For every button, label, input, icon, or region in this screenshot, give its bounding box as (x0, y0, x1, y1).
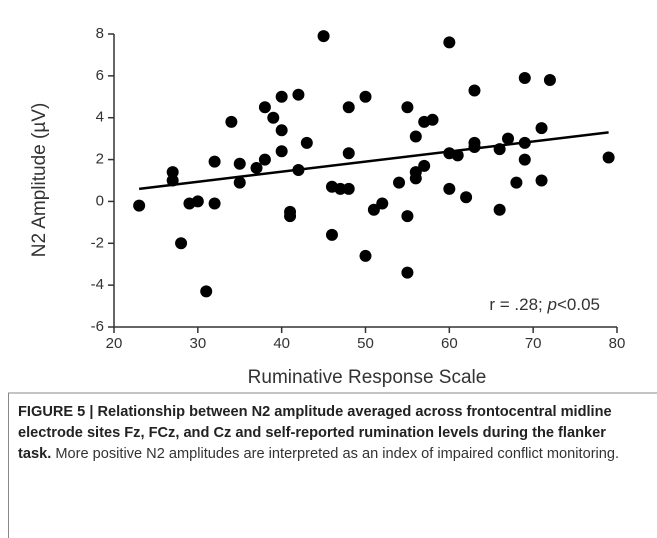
point (175, 237, 188, 250)
x-tick-label: 70 (525, 335, 542, 352)
point (535, 122, 548, 135)
caption-text: More positive N2 amplitudes are interpre… (55, 446, 620, 462)
x-tick-label: 20 (106, 335, 123, 352)
annotation: r = .28; p<0.05 (489, 295, 600, 314)
point (518, 153, 531, 166)
point (208, 197, 221, 210)
point (342, 147, 355, 160)
point (367, 203, 380, 216)
point (418, 159, 431, 172)
x-tick-label: 60 (441, 335, 458, 352)
annotation-text: <0.05 (557, 295, 600, 314)
trend-line (139, 131, 609, 191)
point (133, 199, 146, 212)
point (502, 132, 515, 145)
point (426, 113, 439, 126)
annotation-italic: p (547, 295, 557, 314)
point (409, 172, 422, 185)
point (200, 285, 213, 298)
point (275, 124, 288, 137)
point (275, 90, 288, 103)
point (342, 101, 355, 114)
point (543, 74, 556, 87)
point (602, 151, 615, 164)
point (250, 161, 263, 174)
y-tick-label: 6 (96, 67, 104, 84)
y-axis-label: N2 Amplitude (µV) (29, 103, 50, 258)
point (208, 155, 221, 168)
point (300, 136, 313, 149)
point (409, 130, 422, 143)
point (443, 182, 456, 195)
point (401, 266, 414, 279)
point (393, 176, 406, 189)
y-tick-label: -2 (91, 234, 104, 251)
x-tick-label: 40 (273, 335, 290, 352)
point (191, 195, 204, 208)
point (334, 182, 347, 195)
point (317, 30, 330, 43)
point (443, 36, 456, 49)
point (233, 176, 246, 189)
point (468, 84, 481, 97)
point (275, 145, 288, 158)
point (166, 166, 179, 179)
y-tick-label: 0 (96, 192, 104, 209)
y-tick-label: 2 (96, 151, 104, 168)
point (460, 191, 473, 204)
x-axis-label: Ruminative Response Scale (248, 367, 487, 388)
x-tick-label: 50 (357, 335, 374, 352)
point (292, 88, 305, 101)
annotation-text: r = .28; (489, 295, 547, 314)
point (493, 203, 506, 216)
frame (8, 393, 9, 538)
point (233, 157, 246, 170)
x-tick-label: 30 (189, 335, 206, 352)
point (535, 174, 548, 187)
point (510, 176, 523, 189)
point (284, 210, 297, 223)
y-tick-label: -6 (91, 318, 104, 335)
point (258, 153, 271, 166)
y-tick-label: 8 (96, 25, 104, 42)
x-tick-label: 80 (609, 335, 626, 352)
caption: FIGURE 5 | Relationship between N2 ampli… (18, 402, 640, 465)
point (401, 210, 414, 223)
point (359, 90, 372, 103)
y-tick-label: 4 (96, 109, 104, 126)
y-tick-label: -4 (91, 276, 104, 293)
point (258, 101, 271, 114)
point (451, 149, 464, 162)
point (376, 197, 389, 210)
point (359, 249, 372, 262)
point (401, 101, 414, 114)
point (267, 111, 280, 124)
point (225, 115, 238, 128)
point (518, 71, 531, 84)
point (325, 228, 338, 241)
caption-bold: FIGURE 5 | Relationship between N2 ampli… (18, 404, 612, 462)
chart: Ruminative Response Scale N2 Amplitude (… (8, 25, 657, 394)
point (342, 182, 355, 195)
